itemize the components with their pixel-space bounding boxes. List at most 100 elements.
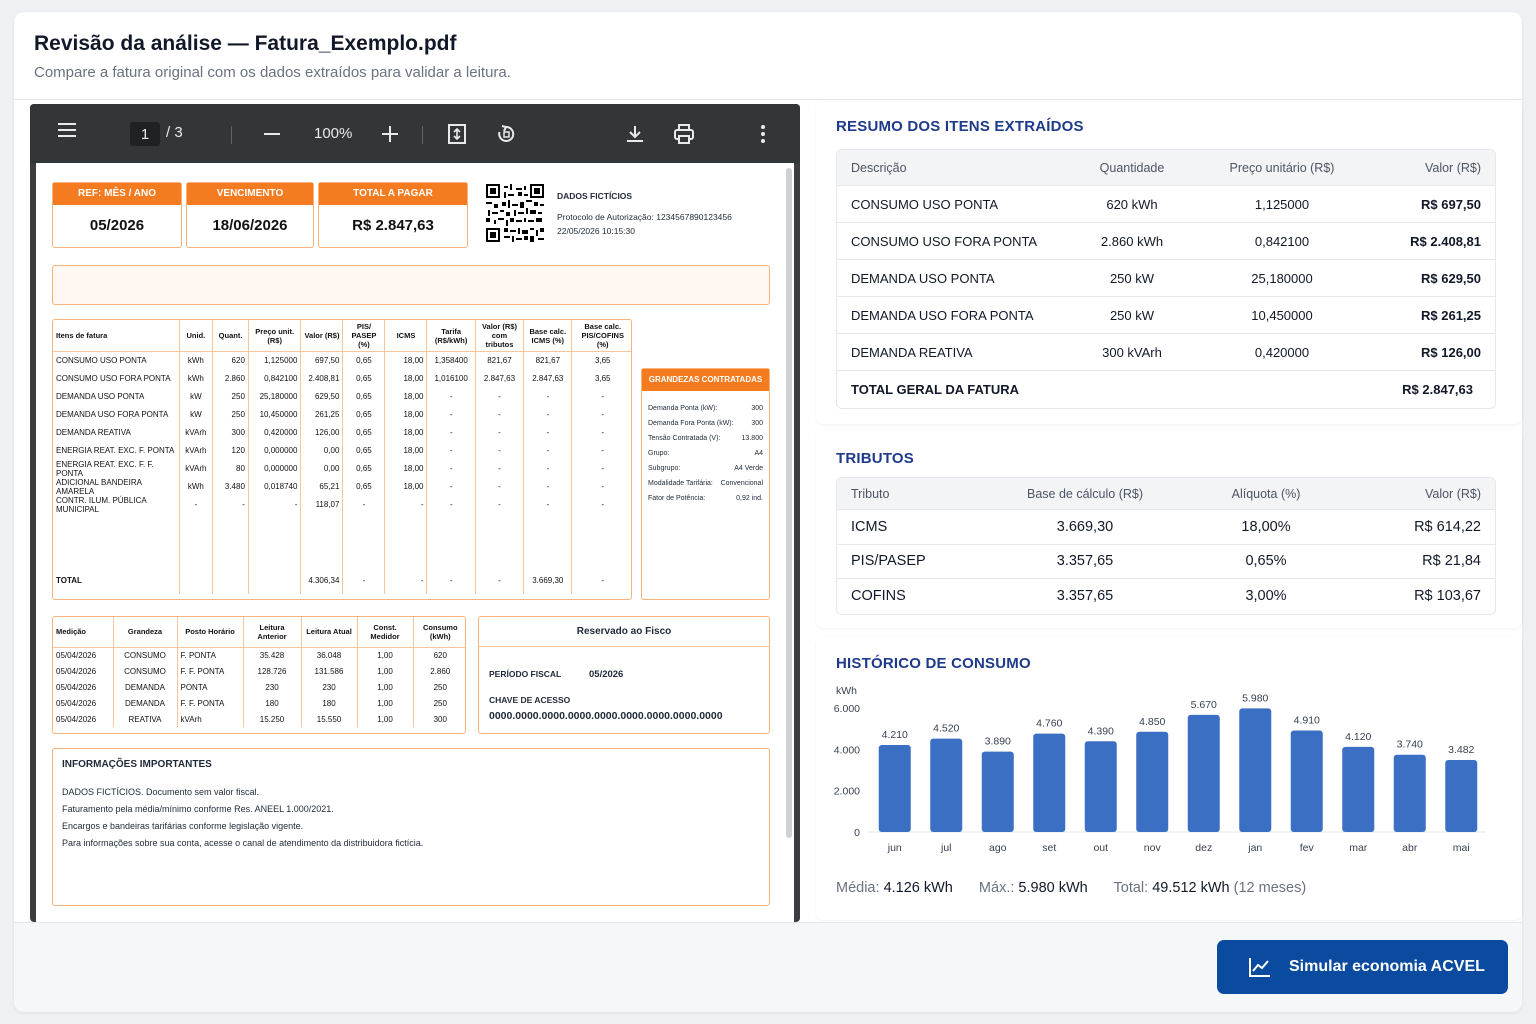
table-header-cell: Alíquota (%) bbox=[1231, 486, 1301, 501]
items-cell: - bbox=[523, 387, 572, 406]
chart-xtick-label: out bbox=[1093, 842, 1108, 854]
items-cell: - bbox=[426, 441, 476, 460]
medicao-row: 05/04/2026 CONSUMO F. PONTA 35.428 36.048 1,0… bbox=[53, 647, 465, 663]
chart-xtick-label: mar bbox=[1349, 842, 1368, 854]
items-cell: - bbox=[571, 459, 631, 478]
items-cell: 0,000000 bbox=[247, 459, 301, 478]
items-cell: - bbox=[523, 441, 572, 460]
table-row: CONSUMO USO PONTA 620 kWh 1,125000 R$ 697,5… bbox=[837, 186, 1495, 223]
pdf-scrollbar[interactable] bbox=[786, 168, 792, 838]
items-header-cell: Tarifa (R$/kWh) bbox=[426, 320, 476, 352]
menu-icon[interactable] bbox=[58, 122, 78, 138]
fit-page-icon[interactable] bbox=[448, 124, 466, 144]
table-cell: 3,00% bbox=[1245, 588, 1287, 605]
items-total-cell: - bbox=[384, 567, 427, 594]
ref-value: 05/2026 bbox=[89, 217, 145, 234]
items-cell: 2.847,63 bbox=[474, 369, 524, 388]
chart-data-label: 4.390 bbox=[1088, 725, 1114, 737]
table-row: DEMANDA USO FORA PONTA 250 kW 10,450000 R$ … bbox=[837, 297, 1495, 334]
items-cell: - bbox=[474, 459, 524, 478]
items-cell: - bbox=[474, 495, 524, 514]
table-row: COFINS 3.357,65 3,00% R$ 103,67 bbox=[837, 579, 1495, 614]
chart-xtick-label: jul bbox=[940, 842, 952, 854]
items-cell: - bbox=[426, 459, 476, 478]
periodo-label: PERÍODO FISCAL bbox=[489, 669, 562, 679]
tributos-panel: TRIBUTOS Tributo Base de cálculo (R$) Alíq… bbox=[816, 430, 1522, 628]
medicao-cell: 300 bbox=[412, 711, 465, 727]
page-number-input[interactable]: 1 bbox=[130, 122, 160, 146]
medicao-cell: 180 bbox=[300, 695, 357, 711]
medicao-cell: 250 bbox=[412, 679, 465, 695]
items-cell: 18,00 bbox=[384, 351, 427, 370]
simulate-label: Simular economia ACVEL bbox=[1289, 958, 1485, 975]
items-header-cell: Valor (R$) bbox=[300, 320, 343, 352]
items-cell: 0,65 bbox=[342, 459, 385, 478]
fisco-box: Reservado ao Fisco PERÍODO FISCAL 05/202… bbox=[478, 616, 770, 734]
items-cell: 18,00 bbox=[384, 423, 427, 442]
items-cell: - bbox=[474, 387, 524, 406]
table-cell: 0,65% bbox=[1245, 553, 1287, 570]
chave-value: 0000.0000.0000.0000.0000.0000.0000.0000.… bbox=[489, 710, 723, 722]
table-header-cell: Tributo bbox=[851, 486, 890, 501]
items-cell: kW bbox=[178, 387, 213, 406]
items-cell: - bbox=[523, 459, 572, 478]
grandeza-label: Subgrupo: bbox=[648, 465, 681, 472]
table-cell: DEMANDA USO PONTA bbox=[851, 270, 995, 286]
table-header-cell: Base de cálculo (R$) bbox=[1026, 486, 1144, 501]
media-value: 4.126 kWh bbox=[883, 880, 953, 896]
items-cell: - bbox=[523, 495, 572, 514]
table-cell: 3.357,65 bbox=[1056, 588, 1114, 605]
grandeza-label: Tensão Contratada (V): bbox=[648, 435, 721, 442]
items-header-cell: Unid. bbox=[178, 320, 213, 352]
table-cell: PIS/PASEP bbox=[851, 553, 926, 570]
items-header-cell: PIS/ PASEP (%) bbox=[342, 320, 385, 352]
items-total-cell: 4.306,34 bbox=[300, 567, 343, 594]
items-cell: kWh bbox=[178, 477, 213, 496]
grandeza-value: 0,92 ind. bbox=[736, 495, 763, 502]
items-cell: ENERGIA REAT. EXC. F. F. PONTA bbox=[56, 459, 154, 478]
items-cell: - bbox=[426, 405, 476, 424]
items-cell: 3.480 bbox=[212, 477, 249, 496]
more-icon[interactable] bbox=[760, 124, 766, 144]
medicao-cell: 1,00 bbox=[356, 711, 413, 727]
items-cell: - bbox=[571, 495, 631, 514]
items-cell: 1,016100 bbox=[426, 369, 476, 388]
items-row: CONSUMO USO PONTA kWh 620 1,125000 697,50 0,6… bbox=[53, 351, 631, 370]
medicao-box: Medição Grandeza Posto Horário Leitura Ante… bbox=[52, 616, 466, 734]
chart-xtick-label: jun bbox=[887, 842, 902, 854]
page-header: Revisão da análise — Fatura_Exemplo.pdf … bbox=[14, 12, 1522, 100]
items-row: DEMANDA REATIVA kVArh 300 0,420000 126,00 0,6… bbox=[53, 423, 631, 442]
chart-bar bbox=[878, 744, 911, 832]
items-cell: kWh bbox=[178, 351, 213, 370]
zoom-level[interactable]: 100% bbox=[314, 125, 353, 142]
zoom-in-icon[interactable] bbox=[382, 126, 398, 142]
medicao-cell: 1,00 bbox=[356, 695, 413, 711]
items-cell: 0,00 bbox=[300, 441, 343, 460]
total-box: TOTAL A PAGAR R$ 2.847,63 bbox=[318, 182, 468, 248]
medicao-cell: 230 bbox=[242, 679, 301, 695]
protocol-text: Protocolo de Autorização: 12345678901234… bbox=[557, 212, 732, 222]
medicao-cell: 05/04/2026 bbox=[56, 682, 97, 692]
total-consumo-value: 49.512 kWh bbox=[1152, 880, 1230, 896]
zoom-out-icon[interactable] bbox=[264, 126, 280, 142]
download-icon[interactable] bbox=[626, 124, 644, 144]
items-filler bbox=[53, 513, 631, 568]
grandeza-value: 300 bbox=[751, 405, 763, 412]
table-header-cell: Quantidade bbox=[1099, 160, 1165, 175]
qr-code-icon bbox=[486, 184, 544, 247]
print-icon[interactable] bbox=[674, 124, 694, 144]
items-cell: DEMANDA USO FORA PONTA bbox=[56, 410, 169, 419]
medicao-cell: 180 bbox=[242, 695, 301, 711]
simulate-button[interactable]: Simular economia ACVEL bbox=[1217, 940, 1508, 994]
rotate-icon[interactable] bbox=[496, 124, 516, 144]
items-cell: 0,000000 bbox=[247, 441, 301, 460]
chart-data-label: 4.910 bbox=[1294, 715, 1320, 727]
historico-title: HISTÓRICO DE CONSUMO bbox=[836, 655, 1031, 672]
grandeza-value: A4 Verde bbox=[734, 465, 763, 472]
info-line: DADOS FICTÍCIOS. Documento sem valor fis… bbox=[62, 787, 260, 797]
medicao-cell: 35.428 bbox=[242, 647, 301, 663]
chart-line-icon bbox=[1249, 957, 1271, 977]
chart-data-label: 5.670 bbox=[1191, 699, 1217, 711]
items-cell: 10,450000 bbox=[247, 405, 301, 424]
medicao-cell: 1,00 bbox=[356, 679, 413, 695]
